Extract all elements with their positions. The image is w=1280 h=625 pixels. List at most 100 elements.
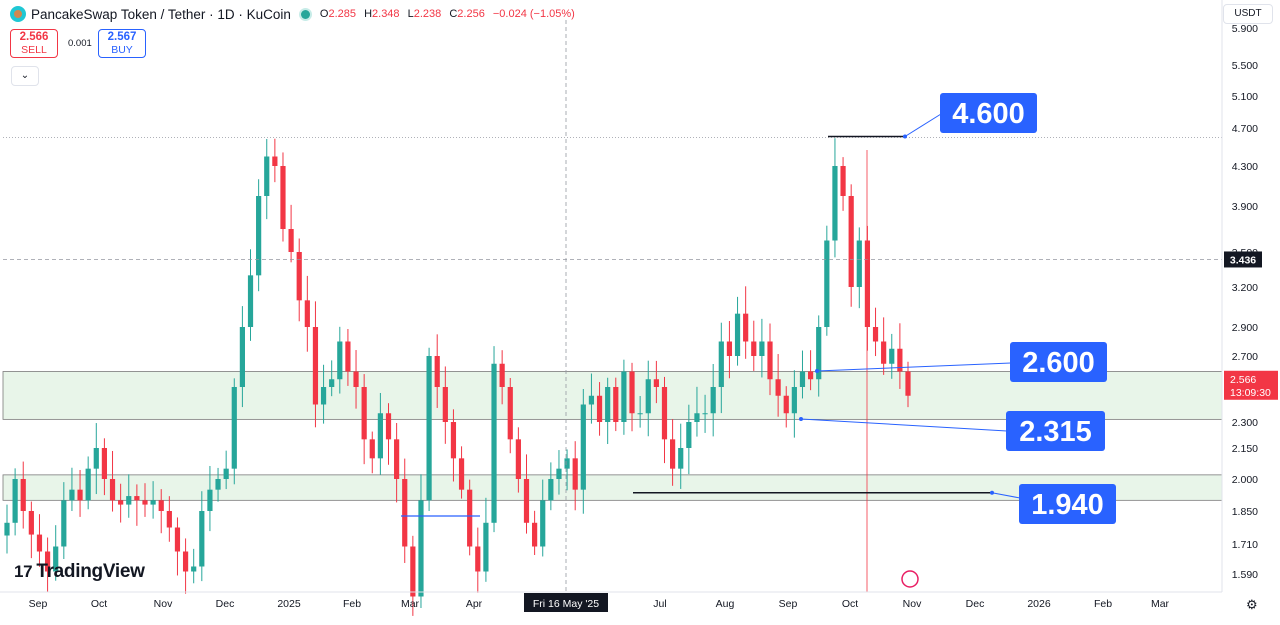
candle-body — [905, 371, 911, 396]
crosshair-date-text: Fri 16 May '25 — [533, 598, 599, 610]
level-1940-connector — [991, 492, 1021, 499]
candle-body — [897, 348, 903, 372]
candle-body — [751, 341, 757, 356]
time-tick-label: Nov — [154, 598, 173, 610]
candle-body — [734, 313, 741, 356]
candle-body — [434, 356, 440, 387]
candle-body — [483, 522, 489, 572]
price-axis[interactable]: 5.9005.5005.1004.7004.3003.9003.5003.200… — [1221, 0, 1280, 592]
price-tick-label: 2.000 — [1232, 474, 1258, 486]
time-tick-label: 2025 — [277, 598, 301, 610]
candle-body — [101, 448, 108, 479]
settings-gear-icon[interactable]: ⚙ — [1246, 597, 1258, 612]
buy-label: BUY — [111, 44, 133, 56]
candle-body — [77, 489, 83, 501]
candle-body — [272, 156, 278, 166]
candle-body — [759, 341, 765, 356]
candle-body — [856, 240, 862, 287]
price-tick-label: 2.150 — [1232, 443, 1258, 455]
price-tick-label: 4.300 — [1232, 161, 1258, 173]
candle-body — [807, 371, 814, 380]
candle-body — [28, 511, 34, 535]
candle-body — [142, 500, 148, 505]
buy-button[interactable]: 2.567 BUY — [98, 29, 146, 58]
tradingview-logo[interactable]: 17 TradingView — [14, 561, 145, 583]
candle-body — [53, 546, 59, 572]
candle-body — [678, 448, 684, 469]
candle-body — [247, 275, 254, 327]
time-tick-label: Oct — [91, 598, 107, 610]
last-price-text: 2.566 — [1230, 374, 1256, 386]
candle-body — [150, 500, 156, 505]
candle-body — [629, 371, 635, 414]
candle-body — [239, 327, 245, 387]
candle-body — [442, 387, 448, 422]
candle-body — [296, 252, 302, 301]
candle-body — [572, 458, 578, 490]
time-tick-label: Apr — [466, 598, 483, 610]
candle-body — [231, 387, 237, 469]
candlesticks — [4, 138, 911, 616]
candle-body — [605, 387, 611, 422]
symbol-title[interactable]: PancakeSwap Token / Tether · 1D · KuCoin — [31, 6, 291, 22]
label-4600-box — [940, 93, 1037, 133]
candle-body — [718, 341, 724, 387]
label-4600: 4.600 — [940, 93, 1037, 133]
candle-body — [329, 379, 335, 387]
collapse-chevron-icon[interactable]: ⌄ — [11, 66, 39, 86]
candle-body — [402, 479, 408, 547]
candle-body — [36, 534, 43, 552]
price-tick-label: 5.500 — [1232, 60, 1258, 72]
candle-body — [564, 458, 570, 469]
candle-body — [783, 395, 789, 414]
candle-body — [694, 413, 700, 422]
time-tick-label: Dec — [216, 598, 235, 610]
label-2600-box — [1010, 342, 1107, 382]
candle-body — [93, 448, 99, 469]
candle-body — [353, 371, 359, 387]
candle-body — [613, 387, 619, 422]
label-4600-text: 4.600 — [952, 98, 1025, 130]
label-2315-box — [1006, 411, 1105, 451]
sell-button[interactable]: 2.566 SELL — [10, 29, 58, 58]
candle-body — [799, 371, 806, 387]
price-tick-label: 1.590 — [1232, 569, 1258, 581]
candle-body — [824, 240, 830, 327]
candle-body — [775, 379, 781, 396]
label-1940-box — [1019, 484, 1116, 524]
candle-body — [840, 166, 846, 196]
price-tick-label: 5.100 — [1232, 91, 1258, 103]
price-tick-label: 2.700 — [1232, 351, 1258, 363]
crosshair-date-tag — [524, 593, 608, 612]
candle-body — [889, 348, 895, 364]
candle-body — [767, 341, 773, 380]
candle-body — [158, 500, 164, 511]
candle-body — [4, 522, 10, 536]
candle-body — [377, 413, 383, 459]
level-2600-connector — [816, 362, 1012, 372]
candle-body — [450, 422, 457, 459]
buy-price: 2.567 — [107, 31, 137, 43]
price-tick-label: 4.700 — [1232, 123, 1258, 135]
time-axis[interactable]: Sep Oct Nov Dec 2025 Feb Mar Apr Fri 16 May '25 J… — [0, 591, 1222, 612]
time-tick-label: Jul — [653, 598, 666, 610]
candle-body — [69, 489, 75, 501]
candle-body — [645, 379, 651, 414]
candle-body — [166, 511, 172, 528]
time-tick-label: Aug — [716, 598, 735, 610]
candle-body — [491, 363, 497, 523]
candle-body — [467, 489, 473, 547]
candle-body — [458, 458, 465, 490]
candle-body — [710, 387, 716, 414]
currency-selector[interactable]: USDT — [1223, 4, 1273, 24]
last-price-tag — [1224, 370, 1278, 400]
time-tick-label: Mar — [401, 598, 420, 610]
candle-body — [540, 500, 546, 547]
candle-body — [556, 468, 562, 479]
candle-body — [44, 551, 51, 572]
candle-body — [215, 479, 221, 490]
candle-body — [686, 422, 692, 448]
candle-body — [475, 546, 481, 572]
